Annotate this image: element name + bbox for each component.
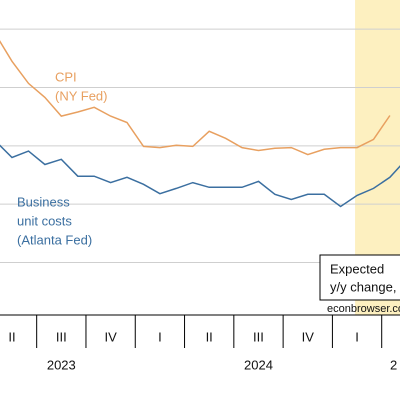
- x-tick-label: II: [206, 329, 213, 344]
- x-tick-label: III: [253, 329, 264, 344]
- x-tick-label: III: [56, 329, 67, 344]
- x-tick-label: I: [355, 329, 359, 344]
- annotation-box: [319, 254, 400, 301]
- source: econbrowser.com: [327, 303, 400, 315]
- x-tick-label: IV: [302, 329, 315, 344]
- series-label: (Atlanta Fed): [17, 232, 92, 247]
- series-label: CPI: [55, 69, 77, 84]
- series-line: [0, 144, 400, 208]
- year-label: 2: [390, 357, 397, 372]
- series-label: Business: [17, 194, 70, 209]
- series-label: (NY Fed): [55, 88, 108, 103]
- annotation-text: y/y change,: [330, 279, 397, 294]
- series-label: unit costs: [17, 213, 72, 228]
- series-line: [0, 40, 391, 156]
- x-tick-label: IV: [104, 329, 117, 344]
- x-tick-label: I: [158, 329, 162, 344]
- annotation-text: Expected: [330, 261, 384, 276]
- year-label: 2024: [244, 357, 273, 372]
- x-tick-label: II: [8, 329, 15, 344]
- year-label: 2023: [47, 357, 76, 372]
